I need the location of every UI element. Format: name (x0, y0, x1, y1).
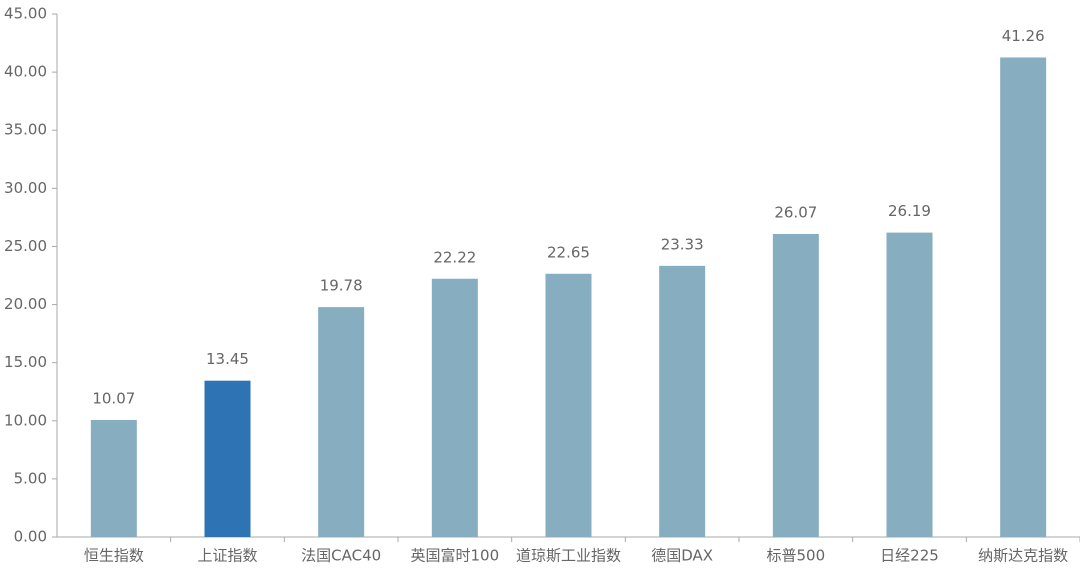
bar (318, 307, 365, 537)
y-tick-label: 15.00 (4, 353, 47, 371)
data-label: 19.78 (320, 277, 363, 295)
x-tick-label: 标普500 (767, 547, 826, 565)
bar (545, 273, 592, 537)
data-label: 26.07 (774, 204, 817, 222)
data-label: 26.19 (888, 202, 931, 220)
data-label: 13.45 (206, 350, 249, 368)
x-tick-label: 德国DAX (651, 547, 713, 565)
y-tick-label: 40.00 (4, 63, 47, 81)
x-tick-label: 恒生指数 (84, 547, 144, 565)
x-tick-label: 纳斯达克指数 (978, 547, 1068, 565)
x-tick-label: 法国CAC40 (301, 547, 381, 565)
bar (204, 380, 251, 537)
x-tick-label: 道琼斯工业指数 (516, 547, 621, 565)
y-tick-label: 5.00 (14, 469, 47, 487)
data-label: 22.65 (547, 243, 590, 261)
bar (772, 234, 819, 537)
x-tick-label: 上证指数 (197, 547, 257, 565)
data-label: 23.33 (661, 235, 704, 253)
y-tick-label: 0.00 (14, 528, 47, 546)
data-label: 10.07 (92, 389, 135, 407)
x-tick-label: 英国富时100 (411, 547, 500, 565)
data-label: 22.22 (433, 248, 476, 266)
y-tick-label: 45.00 (4, 5, 47, 23)
bar (90, 419, 137, 537)
data-label: 41.26 (1002, 27, 1045, 45)
bar (1000, 57, 1047, 538)
y-tick-label: 20.00 (4, 295, 47, 313)
y-tick-label: 10.00 (4, 411, 47, 429)
y-tick-label: 30.00 (4, 179, 47, 197)
bar (431, 278, 478, 537)
bar (886, 232, 933, 537)
x-tick-label: 日经225 (880, 547, 939, 565)
y-tick-label: 35.00 (4, 121, 47, 139)
bar (659, 265, 706, 537)
y-tick-label: 25.00 (4, 237, 47, 255)
